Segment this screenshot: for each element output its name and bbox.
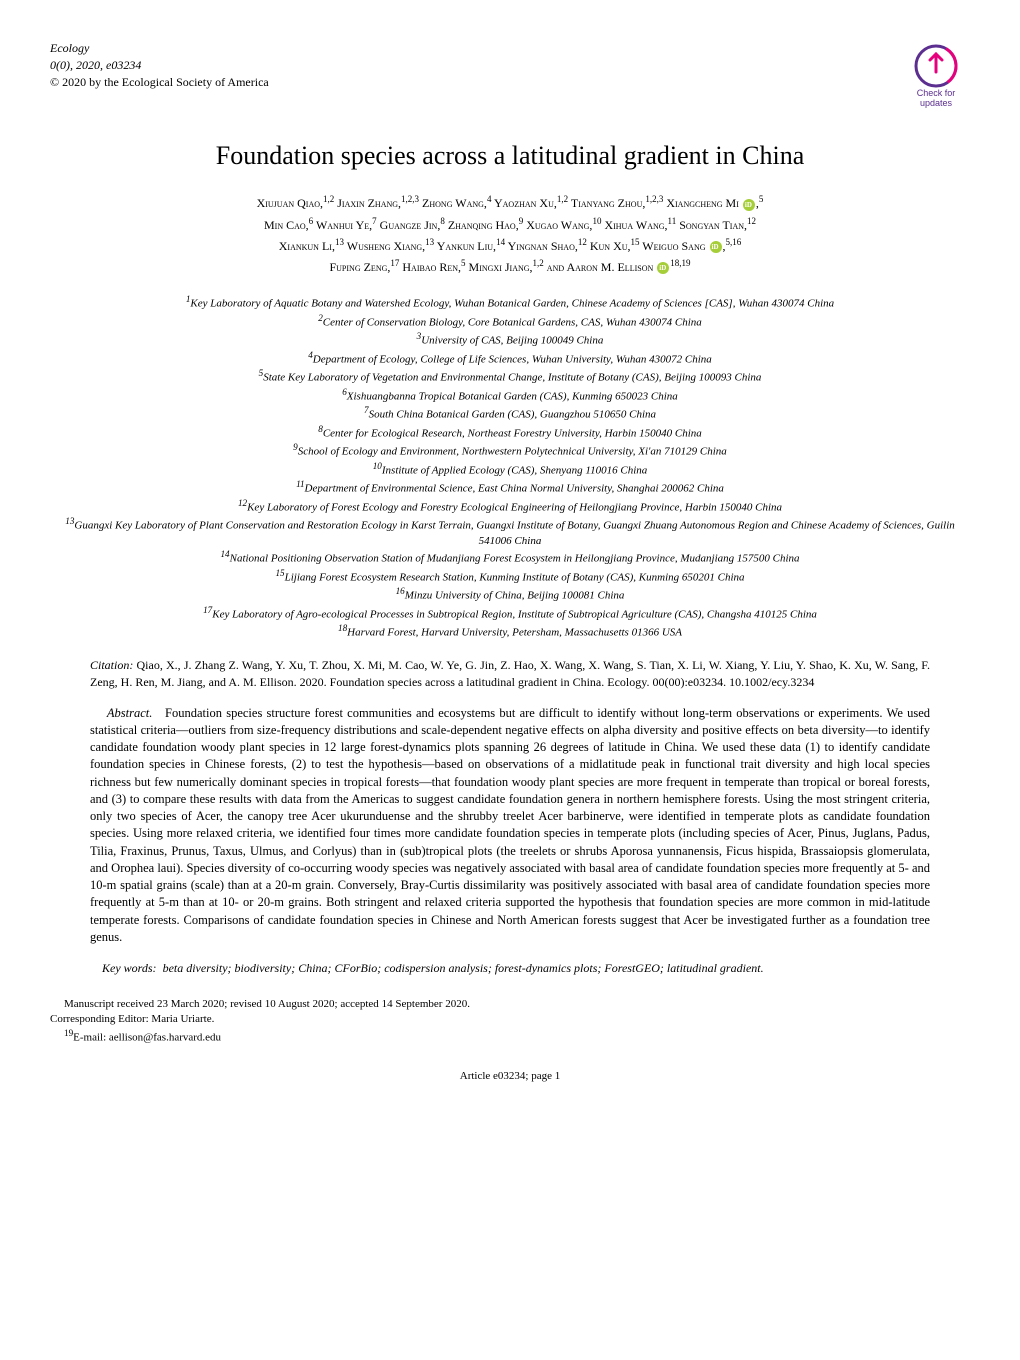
journal-issue: 0(0), 2020, e03234 (50, 57, 269, 74)
author-line: Min Cao,6 Wanhui Ye,7 Guangze Jin,8 Zhan… (50, 214, 970, 235)
journal-info: Ecology 0(0), 2020, e03234 © 2020 by the… (50, 40, 269, 90)
badge-text-top: Check for (917, 88, 956, 98)
citation-block: Citation: Qiao, X., J. Zhang Z. Wang, Y.… (90, 657, 930, 691)
affiliation-line: 3University of CAS, Beijing 100049 China (50, 330, 970, 349)
affiliation-line: 10Institute of Applied Ecology (CAS), Sh… (50, 460, 970, 479)
affiliation-line: 17Key Laboratory of Agro-ecological Proc… (50, 604, 970, 623)
manuscript-received: Manuscript received 23 March 2020; revis… (50, 997, 470, 1027)
check-updates-badge[interactable]: Check for updates (902, 40, 970, 108)
affiliation-line: 13Guangxi Key Laboratory of Plant Conser… (50, 515, 970, 548)
journal-name: Ecology (50, 40, 269, 57)
page-number-footer: Article e03234; page 1 (50, 1069, 970, 1084)
affiliation-line: 12Key Laboratory of Forest Ecology and F… (50, 497, 970, 516)
manuscript-footer: Manuscript received 23 March 2020; revis… (50, 997, 970, 1045)
affiliation-line: 7South China Botanical Garden (CAS), Gua… (50, 404, 970, 423)
affiliation-line: 9School of Ecology and Environment, Nort… (50, 441, 970, 460)
badge-text-bottom: updates (920, 98, 953, 108)
affiliation-line: 8Center for Ecological Research, Northea… (50, 423, 970, 442)
author-line: Xiankun Li,13 Wusheng Xiang,13 Yankun Li… (50, 235, 970, 256)
keywords-block: Key words: beta diversity; biodiversity;… (90, 960, 930, 977)
citation-label: Citation: (90, 658, 133, 672)
keywords-label: Key words: (102, 961, 157, 975)
author-line: Fuping Zeng,17 Haibao Ren,5 Mingxi Jiang… (50, 256, 970, 277)
abstract-label: Abstract. (107, 706, 152, 720)
affiliations-list: 1Key Laboratory of Aquatic Botany and Wa… (50, 293, 970, 641)
abstract-text: Foundation species structure forest comm… (90, 706, 930, 944)
corresponding-email: 19E-mail: aellison@fas.harvard.edu (50, 1027, 970, 1046)
abstract-block: Abstract. Foundation species structure f… (90, 705, 930, 947)
affiliation-line: 16Minzu University of China, Beijing 100… (50, 585, 970, 604)
affiliation-line: 1Key Laboratory of Aquatic Botany and Wa… (50, 293, 970, 312)
affiliation-line: 18Harvard Forest, Harvard University, Pe… (50, 622, 970, 641)
affiliation-line: 2Center of Conservation Biology, Core Bo… (50, 312, 970, 331)
affiliation-line: 11Department of Environmental Science, E… (50, 478, 970, 497)
citation-text: Qiao, X., J. Zhang Z. Wang, Y. Xu, T. Zh… (90, 658, 930, 689)
author-list: Xiujuan Qiao,1,2 Jiaxin Zhang,1,2,3 Zhon… (50, 192, 970, 277)
author-line: Xiujuan Qiao,1,2 Jiaxin Zhang,1,2,3 Zhon… (50, 192, 970, 213)
keywords-text: beta diversity; biodiversity; China; CFo… (163, 961, 764, 975)
copyright-line: © 2020 by the Ecological Society of Amer… (50, 74, 269, 91)
page-header: Ecology 0(0), 2020, e03234 © 2020 by the… (50, 40, 970, 108)
affiliation-line: 14National Positioning Observation Stati… (50, 548, 970, 567)
affiliation-line: 6Xishuangbanna Tropical Botanical Garden… (50, 386, 970, 405)
affiliation-line: 15Lijiang Forest Ecosystem Research Stat… (50, 567, 970, 586)
affiliation-line: 5State Key Laboratory of Vegetation and … (50, 367, 970, 386)
check-updates-icon: Check for updates (902, 40, 970, 108)
article-title: Foundation species across a latitudinal … (50, 138, 970, 174)
affiliation-line: 4Department of Ecology, College of Life … (50, 349, 970, 368)
